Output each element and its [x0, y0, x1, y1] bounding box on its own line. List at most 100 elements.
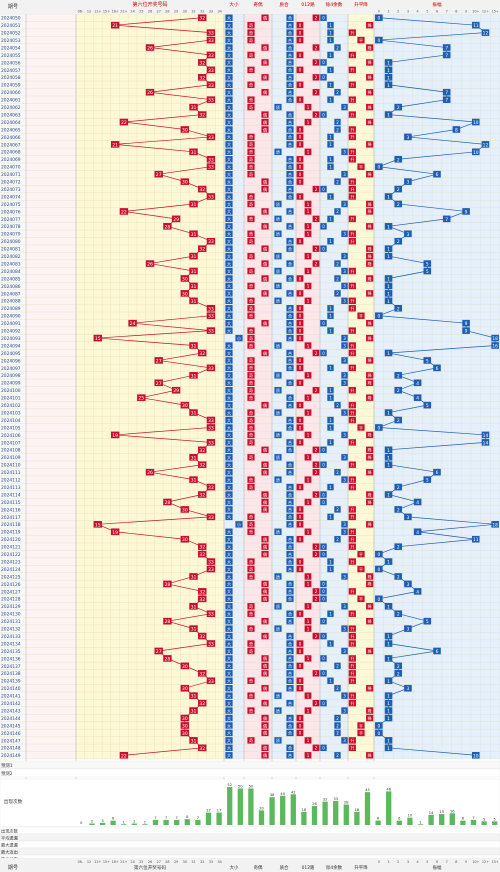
pos6-ball: [189, 602, 198, 610]
road-label: 1: [307, 105, 310, 110]
pos6-ball: [198, 588, 207, 595]
updown-label: 升: [350, 149, 354, 155]
occurrence-value: 1: [123, 820, 125, 824]
mod4-label: 3: [343, 373, 346, 378]
pos6-ball: [145, 260, 155, 267]
updown-label: 升: [350, 193, 354, 199]
updown-label: 升: [350, 156, 354, 162]
mod4-ball: [327, 513, 334, 521]
primecomp-ball: [286, 588, 294, 595]
updown-ball: [348, 744, 356, 752]
oddeven-ball: [261, 699, 269, 707]
primecomp-ball: [286, 513, 294, 521]
pos6-ball-label: 31: [191, 232, 197, 238]
mod4-label: 1: [329, 239, 332, 244]
occurrence-bar: [439, 814, 445, 825]
pos6-ball-label: 27: [156, 649, 162, 655]
primecomp-ball: [286, 670, 294, 677]
updown-ball: [366, 647, 374, 655]
road-ball: [296, 364, 304, 372]
pos6-ball: [198, 595, 207, 603]
oddeven-label: 奇: [249, 529, 253, 535]
pos6-ball-label: 33: [208, 31, 214, 37]
bigsmall-ball: [225, 245, 233, 252]
amp-ball: [384, 275, 393, 282]
oddeven-ball: [247, 692, 255, 699]
mod4-label: 1: [329, 97, 332, 102]
amp-ball-label: 3: [407, 135, 410, 141]
oddeven-label: 偶: [263, 245, 267, 251]
oddeven-ball: [247, 640, 255, 647]
issue-number: 2024111: [1, 470, 21, 476]
updown-ball: [366, 357, 374, 364]
amp-ball: [471, 148, 480, 156]
oddeven-label: 偶: [263, 126, 267, 132]
amp-ball-label: 1: [387, 195, 390, 201]
issue-number: 2024124: [1, 567, 21, 573]
issue-number: 2024094: [1, 343, 21, 349]
road-ball: [296, 506, 304, 513]
oddeven-ball: [247, 677, 255, 684]
amp-ball-label: 16: [492, 344, 498, 350]
bigsmall-label: 大: [227, 380, 231, 386]
oddeven-label: 奇: [249, 372, 253, 378]
oddeven-ball: [247, 36, 255, 44]
updown-label: 降: [368, 119, 372, 125]
updown-label: 降: [368, 335, 372, 341]
pos6-ball: [180, 290, 190, 297]
updown-label: 降: [368, 573, 372, 579]
footer-pos6-subheader: 12+: [94, 860, 101, 864]
oddeven-label: 奇: [249, 37, 253, 43]
primecomp-label: 质: [276, 387, 280, 393]
occurrence-value: 18: [355, 808, 360, 812]
mod4-label: 2: [336, 45, 339, 50]
amp-ball: [384, 290, 393, 297]
mod4-ball: [327, 558, 334, 565]
primecomp-label: 质: [276, 529, 280, 535]
bigsmall-label: 大: [227, 201, 231, 207]
updown-label: 降: [368, 685, 372, 691]
issue-number: 2024133: [1, 634, 21, 640]
amp-ball: [384, 714, 393, 722]
road-label: 0: [299, 194, 302, 199]
bigsmall-ball: [235, 521, 243, 528]
road-ball: [304, 476, 312, 483]
amp-ball-label: 1: [387, 224, 390, 230]
oddeven-ball: [261, 290, 269, 297]
updown-ball: [348, 439, 356, 446]
road-ball: [296, 156, 304, 163]
pos6-ball-label: 33: [208, 165, 214, 171]
road-label: 2: [315, 60, 318, 65]
primecomp-label: 质: [276, 253, 280, 259]
oddeven-ball: [247, 96, 255, 103]
mod4-ball: [320, 744, 327, 752]
pos6-ball: [180, 714, 190, 722]
amp-ball-label: 9: [465, 329, 468, 335]
updown-label: 降: [368, 141, 372, 147]
bigsmall-label: 大: [227, 104, 231, 110]
bigsmall-ball: [225, 416, 233, 424]
occurrence-bar: [343, 804, 349, 825]
road-ball: [304, 103, 312, 111]
pos6-ball-label: 30: [182, 723, 188, 729]
updown-label: 升: [350, 737, 354, 743]
road-ball: [304, 528, 312, 535]
amp-ball: [384, 558, 393, 565]
primecomp-label: 质: [276, 283, 280, 289]
bigsmall-label: 小: [237, 521, 241, 527]
amp-ball-label: 1: [387, 411, 390, 417]
pos6-ball-label: 27: [156, 358, 162, 364]
primecomp-label: 合: [288, 499, 292, 505]
road-ball: [296, 163, 304, 170]
pos6-ball-label: 28: [164, 582, 170, 588]
bigsmall-label: 大: [227, 707, 231, 713]
issue-number: 2024140: [1, 686, 21, 692]
updown-ball: [348, 387, 356, 394]
occurrence-bar: [99, 822, 106, 825]
primecomp-ball: [286, 729, 294, 737]
primecomp-label: 合: [288, 439, 292, 445]
amp-ball: [384, 297, 393, 305]
pos6-subheader: 06-: [78, 10, 84, 14]
road-label: 0: [299, 507, 302, 512]
pos6-ball: [198, 245, 207, 252]
